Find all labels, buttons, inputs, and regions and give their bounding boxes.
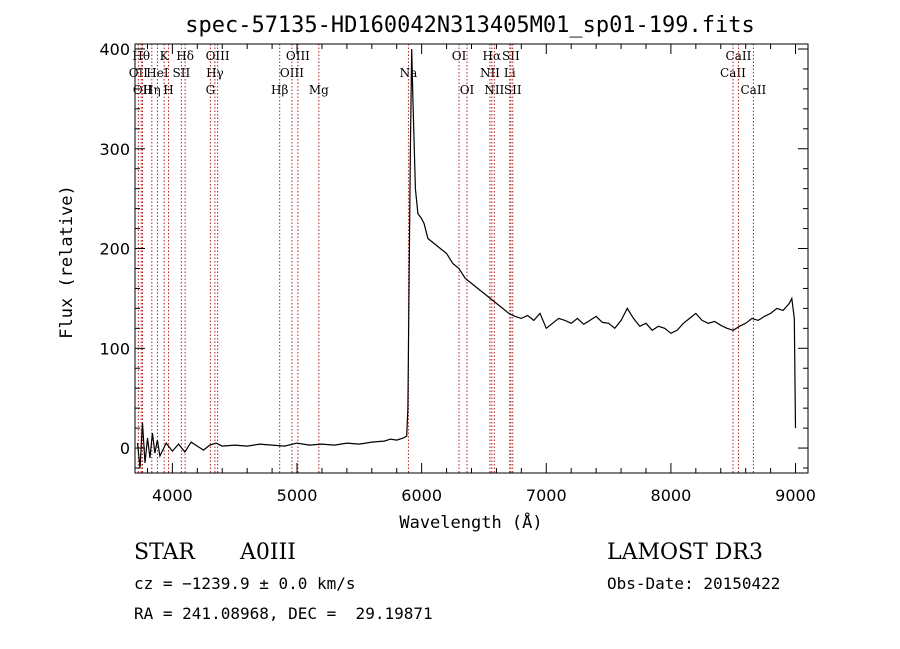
survey-name: LAMOST DR3 <box>607 540 763 565</box>
line-label: OIII <box>280 66 304 80</box>
line-label: OII <box>129 66 149 80</box>
line-label: HeI <box>146 66 169 80</box>
spectrum-layer <box>136 48 797 469</box>
line-label: OII <box>133 83 153 97</box>
line-label: Hγ <box>206 66 224 80</box>
line-label: OI <box>452 49 467 63</box>
x-axis: 4000 5000 6000 7000 8000 9000 <box>146 44 816 505</box>
x-tick-label: 4000 <box>152 486 193 505</box>
line-label: G <box>206 83 216 97</box>
ra-dec: RA = 241.08968, DEC = 29.19871 <box>134 604 433 623</box>
spectrum-line <box>136 48 797 469</box>
line-label: Mg <box>309 83 329 97</box>
y-axis-label: Flux (relative) <box>57 185 77 339</box>
y-tick-label: 300 <box>99 140 130 159</box>
line-label: Na <box>400 66 418 80</box>
chart-title: spec-57135-HD160042N313405M01_sp01-199.f… <box>185 13 755 38</box>
line-label: Hβ <box>271 83 288 97</box>
line-label: Hη <box>143 83 161 97</box>
line-label: Hθ <box>132 49 150 63</box>
emission-line-markers: OIIHθOIIHηHeIKHSIIHδGHγOIIIHβOIIIOIIIMgN… <box>129 44 767 473</box>
plot-frame <box>134 43 809 474</box>
y-axis: 0 100 200 300 400 <box>99 40 808 469</box>
x-tick-label: 5000 <box>277 486 318 505</box>
line-label: SII <box>173 66 191 80</box>
line-label: OIII <box>286 49 310 63</box>
y-tick-label: 100 <box>99 339 130 358</box>
object-class: STAR <box>134 540 195 565</box>
y-tick-label: 0 <box>120 439 130 458</box>
line-label: OIII <box>206 49 230 63</box>
line-label: Hα <box>483 49 502 63</box>
line-label: Hδ <box>176 49 194 63</box>
line-label: OI <box>460 83 475 97</box>
x-tick-label: 6000 <box>401 486 442 505</box>
line-label: CaII <box>740 83 766 97</box>
y-tick-label: 200 <box>99 240 130 259</box>
line-label: SII <box>502 49 520 63</box>
x-axis-label: Wavelength (Å) <box>399 511 542 533</box>
line-label: K <box>160 49 170 63</box>
line-label: NII <box>484 83 504 97</box>
x-tick-label: 7000 <box>526 486 567 505</box>
y-tick-label: 400 <box>99 40 130 59</box>
line-label: NII <box>480 66 500 80</box>
obs-date: Obs-Date: 20150422 <box>607 574 781 593</box>
cz-value: cz = −1239.9 ± 0.0 km/s <box>134 574 356 593</box>
x-tick-label: 9000 <box>775 486 816 505</box>
line-label: CaII <box>726 49 752 63</box>
x-tick-label: 8000 <box>651 486 692 505</box>
line-label: Li <box>504 66 516 80</box>
line-label: H <box>163 83 173 97</box>
line-label: CaII <box>720 66 746 80</box>
object-subclass: A0III <box>240 540 296 565</box>
line-label: SII <box>504 83 522 97</box>
